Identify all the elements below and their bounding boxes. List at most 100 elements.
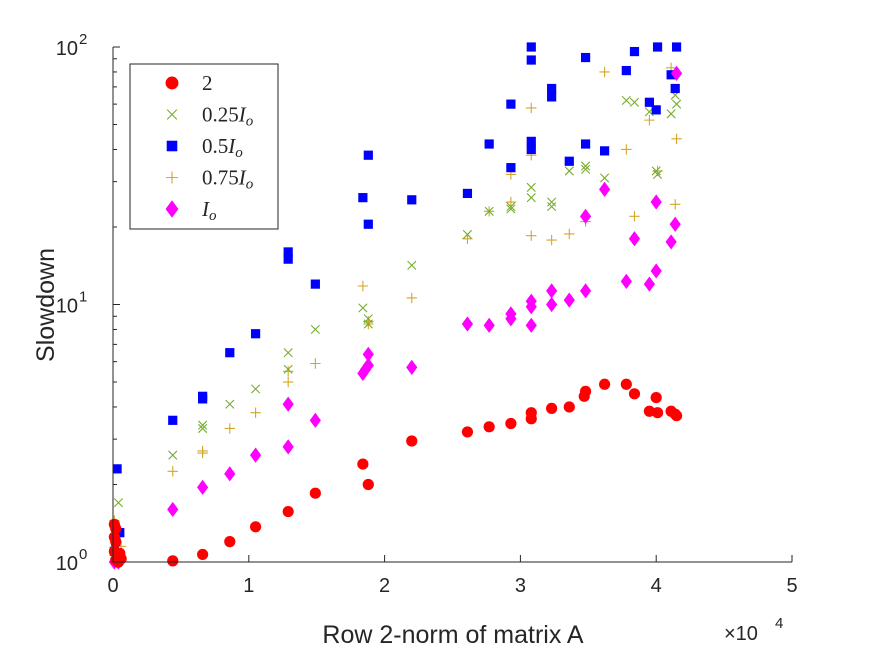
data-point (546, 296, 558, 313)
data-point (546, 234, 557, 246)
legend-label: 0.75Io (202, 166, 254, 193)
data-point (525, 293, 537, 309)
legend-box (129, 63, 279, 230)
data-point (250, 329, 261, 339)
data-point (110, 536, 122, 548)
legend-marker (166, 171, 178, 184)
data-point (310, 358, 321, 369)
y-tick-label: 10 (56, 553, 78, 575)
data-point (358, 193, 368, 203)
data-point (652, 169, 663, 180)
data-point (357, 280, 369, 292)
data-point (621, 95, 631, 106)
data-points (108, 42, 683, 570)
legend-marker (166, 140, 178, 152)
legend-entry: Io (165, 197, 217, 224)
data-point (113, 498, 124, 508)
data-point (526, 55, 536, 65)
data-point (115, 553, 127, 565)
data-point (309, 412, 321, 428)
data-point (644, 114, 655, 126)
data-point (283, 364, 293, 374)
legend-marker (166, 109, 178, 120)
data-point (629, 97, 640, 107)
data-point (670, 410, 683, 422)
legend-entry: 2 (165, 71, 213, 95)
data-point (526, 182, 536, 192)
data-point (628, 388, 641, 400)
data-point (462, 233, 473, 244)
data-point (600, 173, 610, 183)
data-point (526, 136, 536, 146)
data-point (671, 133, 682, 145)
data-point (547, 197, 557, 207)
data-point (651, 105, 661, 115)
data-point (670, 83, 680, 94)
data-point (250, 407, 261, 418)
data-point (310, 279, 320, 289)
data-point (198, 420, 208, 430)
x-tick-label: 3 (515, 575, 526, 597)
data-point (579, 208, 592, 224)
data-point (112, 464, 122, 474)
data-point (579, 283, 592, 299)
data-point (628, 231, 641, 247)
series-io (108, 65, 683, 570)
x-tick-label: 2 (379, 575, 390, 597)
x-tick-label: 4 (651, 575, 662, 597)
data-point (599, 146, 610, 156)
data-point (580, 161, 591, 171)
data-point (563, 292, 575, 308)
y-tick-exponent: 0 (79, 546, 87, 563)
data-point (669, 216, 681, 232)
data-point (670, 199, 681, 210)
data-point (406, 435, 418, 447)
data-point (225, 399, 235, 409)
data-point (461, 426, 474, 438)
data-point (363, 150, 373, 160)
data-point (249, 447, 262, 463)
data-point (407, 260, 417, 270)
legend-entry: 0.5Io (166, 134, 243, 161)
data-point (580, 139, 591, 149)
data-point (198, 423, 208, 434)
data-point (650, 194, 662, 210)
data-point (666, 109, 676, 119)
legend: 2 0.25Io 0.5Io 0.75Io Io (129, 63, 279, 230)
data-point (670, 65, 683, 81)
data-point (505, 306, 517, 322)
data-point (650, 263, 662, 279)
data-point (620, 378, 632, 390)
x-tick-label: 1 (243, 575, 254, 597)
data-point (546, 283, 558, 299)
data-point (580, 164, 591, 174)
x-exponent: ×10 4 (724, 615, 783, 645)
data-point (282, 439, 294, 455)
data-point (282, 376, 294, 388)
data-point (598, 181, 611, 197)
data-point (564, 156, 574, 166)
data-point (198, 394, 208, 404)
data-point (283, 247, 293, 257)
legend-marker (165, 76, 179, 90)
y-tick-label: 10 (56, 38, 78, 60)
legend-marker (165, 200, 179, 218)
data-point (462, 229, 473, 240)
data-point (526, 193, 536, 203)
data-point (620, 273, 632, 289)
legend-label: Io (201, 197, 217, 224)
data-point (407, 195, 417, 205)
data-point (357, 458, 369, 470)
data-point (167, 501, 179, 518)
y-tick-label: 10 (56, 296, 78, 318)
data-point (483, 317, 495, 333)
data-point (362, 357, 374, 374)
data-point (197, 447, 208, 459)
legend-label: 0.5Io (202, 134, 243, 161)
data-point (362, 478, 374, 491)
data-point (650, 391, 662, 404)
data-point (406, 292, 417, 304)
data-point (249, 521, 262, 533)
